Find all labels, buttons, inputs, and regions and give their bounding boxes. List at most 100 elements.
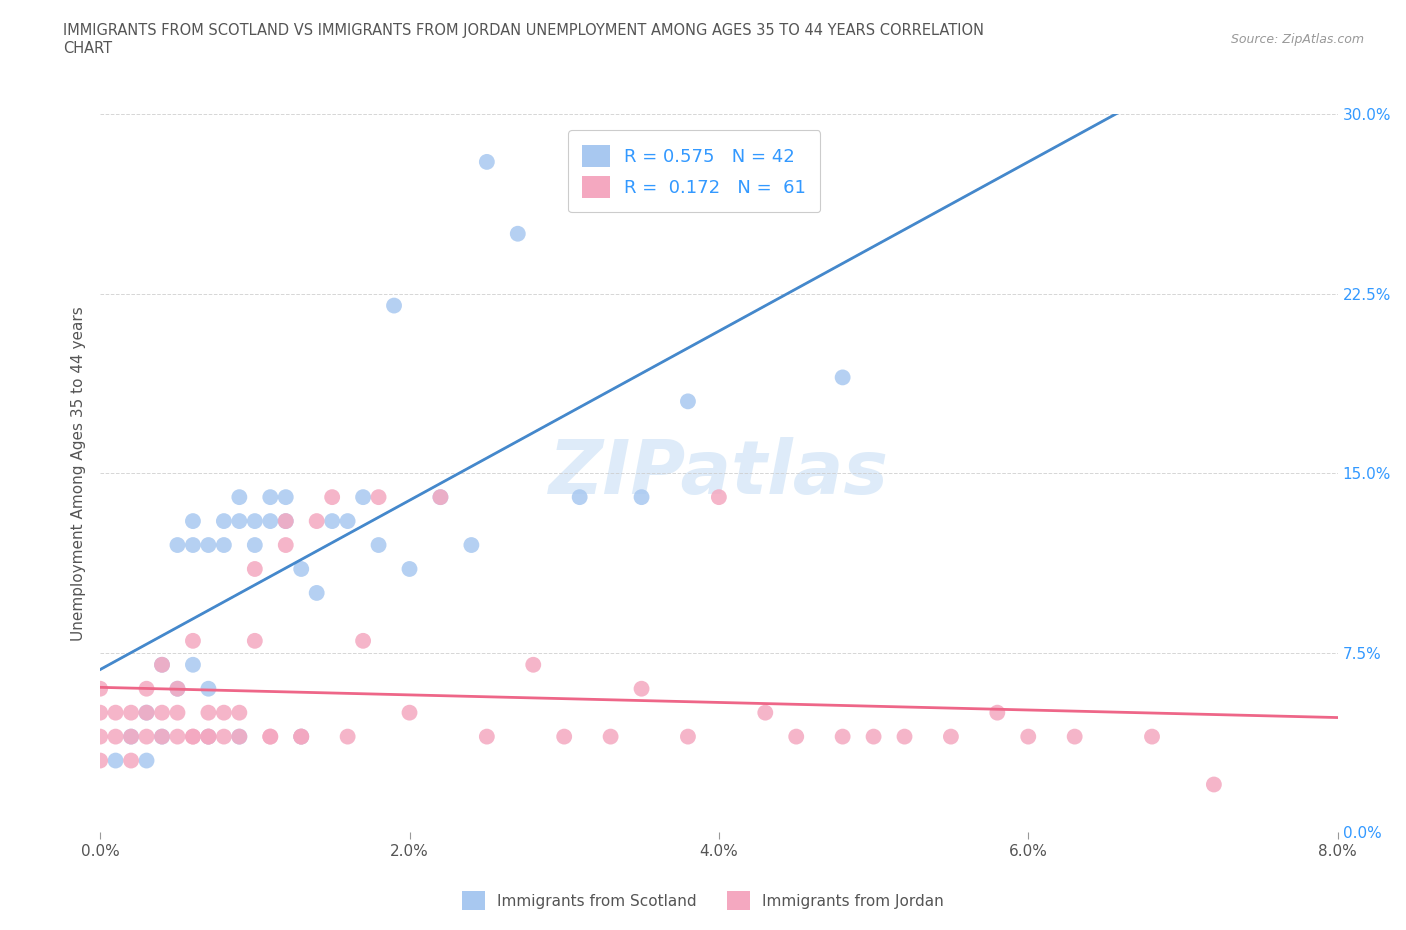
Point xyxy=(243,633,266,648)
Point xyxy=(630,490,652,505)
Point xyxy=(197,729,219,744)
Point xyxy=(228,729,250,744)
Point xyxy=(243,538,266,552)
Point xyxy=(676,729,699,744)
Text: Source: ZipAtlas.com: Source: ZipAtlas.com xyxy=(1230,33,1364,46)
Point xyxy=(181,633,204,648)
Point xyxy=(259,729,281,744)
Point xyxy=(352,490,374,505)
Point xyxy=(460,538,482,552)
Point xyxy=(1140,729,1163,744)
Point xyxy=(475,154,498,169)
Point xyxy=(939,729,962,744)
Point xyxy=(305,513,328,528)
Point xyxy=(150,705,173,720)
Point xyxy=(150,658,173,672)
Point xyxy=(274,513,297,528)
Point xyxy=(197,705,219,720)
Text: ZIPatlas: ZIPatlas xyxy=(548,437,889,510)
Point xyxy=(367,538,389,552)
Point xyxy=(120,705,142,720)
Point xyxy=(274,538,297,552)
Point xyxy=(568,490,591,505)
Point xyxy=(429,490,451,505)
Point xyxy=(89,682,111,697)
Point xyxy=(120,753,142,768)
Point xyxy=(352,633,374,648)
Text: IMMIGRANTS FROM SCOTLAND VS IMMIGRANTS FROM JORDAN UNEMPLOYMENT AMONG AGES 35 TO: IMMIGRANTS FROM SCOTLAND VS IMMIGRANTS F… xyxy=(63,23,984,56)
Legend: R = 0.575   N = 42, R =  0.172   N =  61: R = 0.575 N = 42, R = 0.172 N = 61 xyxy=(568,130,820,212)
Point xyxy=(89,729,111,744)
Point xyxy=(382,299,405,313)
Point xyxy=(181,658,204,672)
Point xyxy=(197,682,219,697)
Point xyxy=(197,538,219,552)
Point xyxy=(290,562,312,577)
Point xyxy=(506,226,529,241)
Point xyxy=(290,729,312,744)
Point xyxy=(166,682,188,697)
Point xyxy=(89,753,111,768)
Point xyxy=(893,729,915,744)
Point xyxy=(1202,777,1225,792)
Point xyxy=(228,705,250,720)
Point xyxy=(181,729,204,744)
Point xyxy=(166,682,188,697)
Point xyxy=(475,729,498,744)
Point xyxy=(135,753,157,768)
Point xyxy=(104,705,127,720)
Point xyxy=(862,729,884,744)
Point xyxy=(754,705,776,720)
Point xyxy=(212,513,235,528)
Point xyxy=(398,562,420,577)
Point xyxy=(212,538,235,552)
Point xyxy=(166,538,188,552)
Point xyxy=(398,705,420,720)
Point xyxy=(228,490,250,505)
Point xyxy=(336,513,359,528)
Point xyxy=(290,729,312,744)
Point xyxy=(259,513,281,528)
Point xyxy=(259,729,281,744)
Point xyxy=(197,729,219,744)
Point xyxy=(785,729,807,744)
Point xyxy=(104,753,127,768)
Point xyxy=(228,513,250,528)
Point xyxy=(104,729,127,744)
Point xyxy=(630,682,652,697)
Point xyxy=(831,370,853,385)
Point xyxy=(181,538,204,552)
Point xyxy=(89,705,111,720)
Point xyxy=(181,513,204,528)
Point xyxy=(1063,729,1085,744)
Point xyxy=(150,729,173,744)
Point xyxy=(553,729,575,744)
Point xyxy=(676,394,699,409)
Point xyxy=(181,729,204,744)
Point xyxy=(135,705,157,720)
Point xyxy=(166,729,188,744)
Y-axis label: Unemployment Among Ages 35 to 44 years: Unemployment Among Ages 35 to 44 years xyxy=(72,306,86,641)
Point xyxy=(166,705,188,720)
Point xyxy=(305,586,328,601)
Point xyxy=(831,729,853,744)
Point xyxy=(228,729,250,744)
Point xyxy=(321,490,343,505)
Point xyxy=(135,729,157,744)
Point xyxy=(135,682,157,697)
Point xyxy=(259,490,281,505)
Point xyxy=(321,513,343,528)
Point xyxy=(243,562,266,577)
Point xyxy=(212,729,235,744)
Point xyxy=(429,490,451,505)
Point xyxy=(150,729,173,744)
Point xyxy=(290,729,312,744)
Point xyxy=(150,658,173,672)
Point xyxy=(274,513,297,528)
Point xyxy=(120,729,142,744)
Point xyxy=(120,729,142,744)
Point xyxy=(197,729,219,744)
Point xyxy=(707,490,730,505)
Point xyxy=(599,729,621,744)
Point xyxy=(274,490,297,505)
